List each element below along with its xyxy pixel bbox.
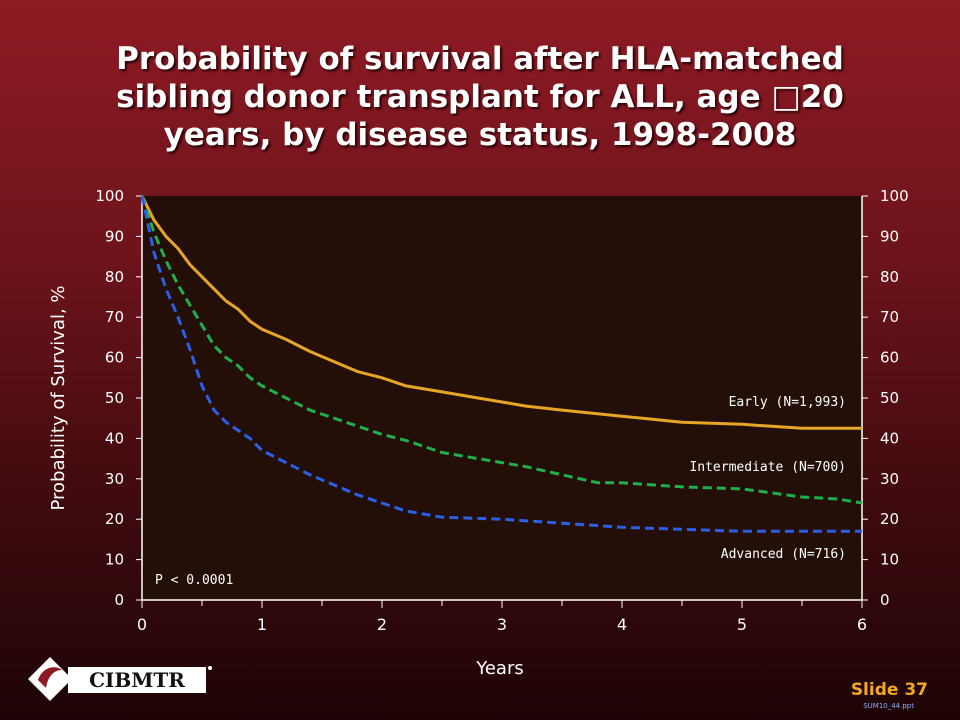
y-tick-label-left: 70 [105, 308, 124, 326]
x-tick-label: 2 [377, 615, 387, 634]
slide-number: Slide 37 [850, 680, 928, 700]
y-tick-label-left: 40 [105, 429, 124, 447]
title-line-2: sibling donor transplant for ALL, age □2… [116, 79, 844, 115]
x-tick-label: 4 [617, 615, 627, 634]
y-tick-label-left: 90 [105, 227, 124, 245]
y-tick-label-right: 70 [880, 308, 899, 326]
series-label-early: Early (N=1,993) [729, 395, 846, 410]
title-line-3: years, by disease status, 1998-2008 [163, 117, 797, 153]
y-tick-label-left: 50 [105, 389, 124, 407]
series-advanced-line [140, 195, 862, 533]
y-tick-label-left: 100 [95, 187, 124, 205]
series-label-intermediate: Intermediate (N=700) [689, 460, 846, 475]
x-tick-label: 3 [497, 615, 507, 634]
y-tick-label-left: 10 [105, 551, 124, 569]
cibmtr-logo: CIBMTR [28, 657, 212, 701]
y-tick-label-right: 20 [880, 510, 899, 528]
y-tick-label-left: 80 [105, 268, 124, 286]
y-tick-label-right: 0 [880, 591, 890, 609]
p-value-annotation: P < 0.0001 [155, 573, 233, 588]
y-tick-label-right: 80 [880, 268, 899, 286]
x-tick-label: 5 [737, 615, 747, 634]
y-tick-label-right: 10 [880, 551, 899, 569]
file-reference: SUM10_44.ppt [863, 702, 914, 710]
y-tick-label-left: 0 [114, 591, 124, 609]
y-tick-label-left: 20 [105, 510, 124, 528]
plot-area [142, 196, 862, 600]
x-axis-title: Years [475, 658, 524, 679]
y-tick-label-right: 40 [880, 429, 899, 447]
series-early-line [140, 195, 862, 430]
y-tick-label-right: 50 [880, 389, 899, 407]
logo-text: CIBMTR [89, 668, 185, 692]
logo-diamond-icon [28, 657, 72, 701]
slide-title: Probability of survival after HLA-matche… [40, 40, 920, 154]
y-tick-label-right: 100 [880, 187, 909, 205]
y-axis-title: Probability of Survival, % [48, 285, 69, 510]
x-tick-label: 6 [857, 615, 867, 634]
y-tick-label-left: 60 [105, 349, 124, 367]
logo-swoosh-icon [38, 667, 62, 688]
y-tick-label-right: 30 [880, 470, 899, 488]
x-tick-label: 1 [257, 615, 267, 634]
x-tick-label: 0 [137, 615, 147, 634]
logo-banner [68, 667, 206, 693]
y-tick-label-right: 60 [880, 349, 899, 367]
logo-dot [208, 666, 212, 670]
series-label-advanced: Advanced (N=716) [721, 547, 846, 562]
y-tick-label-right: 90 [880, 227, 899, 245]
title-line-1: Probability of survival after HLA-matche… [116, 41, 844, 77]
y-tick-label-left: 30 [105, 470, 124, 488]
